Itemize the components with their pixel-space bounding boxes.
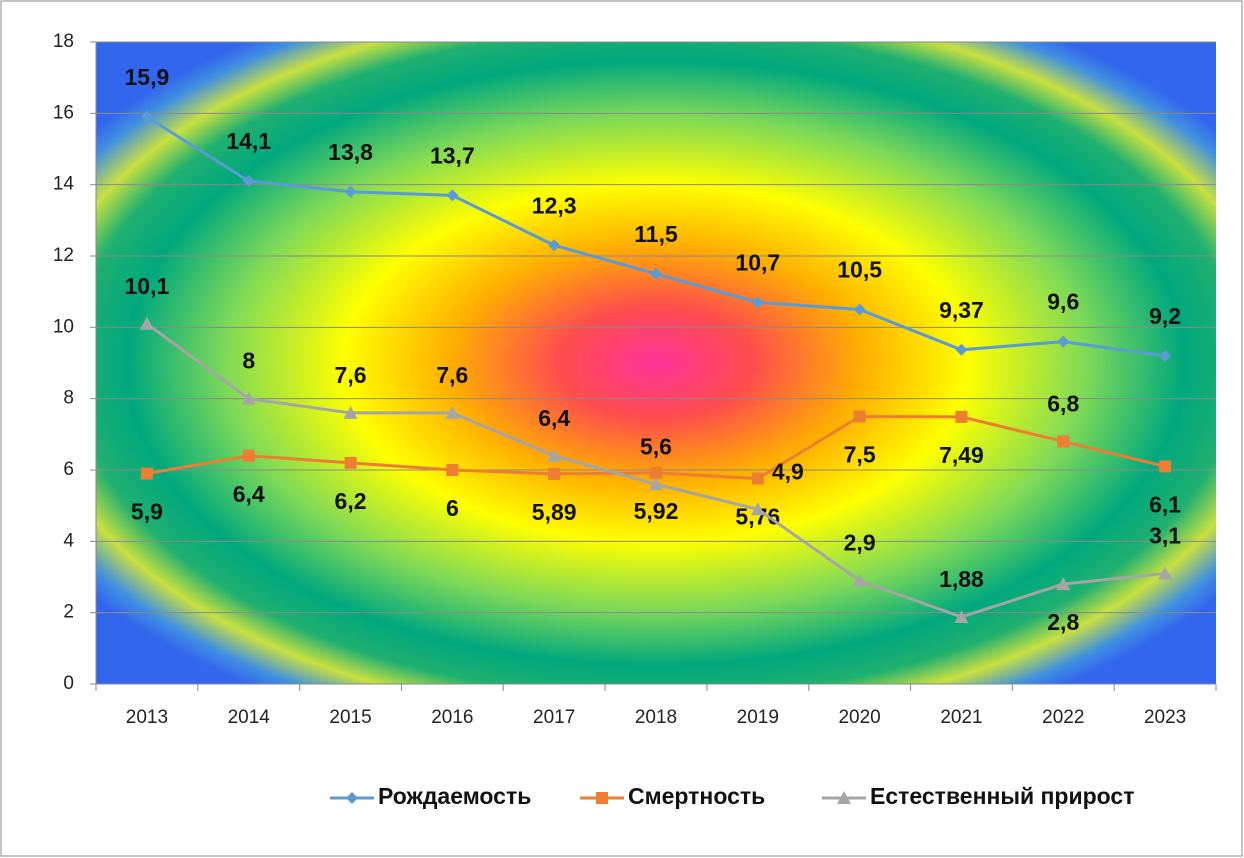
legend-label: Естественный прирост bbox=[870, 783, 1134, 809]
legend-marker bbox=[346, 792, 358, 804]
legend-label: Смертность bbox=[628, 783, 765, 809]
x-tick-label: 2015 bbox=[329, 707, 371, 728]
data-label: 2,8 bbox=[1047, 609, 1079, 635]
data-label: 12,3 bbox=[532, 192, 577, 218]
point-marker bbox=[650, 267, 662, 280]
point-marker bbox=[1057, 335, 1070, 348]
point-marker bbox=[547, 448, 562, 462]
data-label: 14,1 bbox=[226, 128, 271, 154]
point-marker bbox=[750, 502, 765, 516]
data-label: 8 bbox=[242, 348, 255, 374]
point-marker bbox=[548, 239, 561, 252]
data-label: 9,37 bbox=[939, 297, 984, 323]
point-marker bbox=[446, 464, 459, 476]
data-label: 13,7 bbox=[430, 142, 475, 168]
y-tick-label: 8 bbox=[63, 388, 74, 409]
legend-marker bbox=[596, 792, 608, 804]
y-tick-label: 14 bbox=[53, 174, 75, 195]
point-marker bbox=[649, 477, 663, 491]
legend-label: Рождаемость bbox=[378, 783, 531, 809]
y-tick-label: 16 bbox=[53, 102, 74, 123]
y-tick-label: 18 bbox=[53, 31, 74, 52]
data-label: 13,8 bbox=[328, 139, 373, 165]
data-label: 10,1 bbox=[125, 273, 170, 299]
data-label: 6,2 bbox=[335, 488, 367, 514]
point-marker bbox=[955, 343, 968, 356]
y-tick-label: 2 bbox=[63, 602, 74, 623]
y-tick-label: 10 bbox=[53, 316, 74, 337]
point-marker bbox=[1057, 435, 1070, 448]
x-tick-label: 2022 bbox=[1042, 707, 1084, 728]
point-marker bbox=[139, 316, 154, 330]
point-marker bbox=[1158, 566, 1173, 580]
data-label: 10,7 bbox=[735, 249, 780, 275]
data-label: 7,6 bbox=[335, 362, 367, 388]
data-label: 9,2 bbox=[1149, 303, 1181, 329]
data-label: 5,89 bbox=[532, 499, 577, 525]
x-tick-label: 2014 bbox=[228, 707, 271, 728]
plot-background bbox=[96, 42, 1216, 684]
data-label: 6,4 bbox=[233, 481, 265, 507]
point-marker bbox=[751, 472, 764, 485]
x-tick-label: 2023 bbox=[1144, 707, 1186, 728]
x-tick-label: 2016 bbox=[431, 707, 473, 728]
data-label: 6 bbox=[446, 495, 459, 521]
point-marker bbox=[853, 303, 866, 316]
y-tick-label: 4 bbox=[63, 530, 74, 551]
data-label: 5,6 bbox=[640, 433, 672, 459]
point-marker bbox=[852, 573, 867, 587]
point-marker bbox=[344, 456, 357, 469]
data-label: 2,9 bbox=[844, 530, 876, 556]
x-tick-label: 2021 bbox=[940, 707, 982, 728]
point-marker bbox=[242, 175, 255, 188]
x-tick-label: 2017 bbox=[533, 707, 575, 728]
data-label: 6,4 bbox=[538, 405, 570, 431]
y-tick-label: 0 bbox=[63, 673, 74, 694]
data-label: 6,8 bbox=[1047, 391, 1079, 417]
x-tick-label: 2019 bbox=[737, 707, 779, 728]
data-label: 10,5 bbox=[837, 257, 882, 283]
x-tick-label: 2013 bbox=[126, 707, 168, 728]
x-tick-label: 2018 bbox=[635, 707, 677, 728]
data-label: 5,92 bbox=[634, 498, 679, 524]
point-marker bbox=[650, 466, 662, 479]
point-marker bbox=[548, 467, 561, 480]
point-marker bbox=[1159, 460, 1172, 473]
point-marker bbox=[853, 410, 866, 423]
point-marker bbox=[343, 405, 358, 419]
point-marker bbox=[1159, 349, 1172, 362]
point-marker bbox=[751, 296, 764, 309]
point-marker bbox=[140, 110, 153, 123]
point-marker bbox=[1056, 577, 1071, 591]
y-tick-label: 6 bbox=[63, 459, 74, 480]
point-marker bbox=[344, 185, 357, 198]
data-label: 7,49 bbox=[939, 442, 984, 468]
data-label: 9,6 bbox=[1047, 289, 1079, 315]
y-tick-label: 12 bbox=[53, 245, 74, 266]
data-label: 4,9 bbox=[772, 458, 804, 484]
point-marker bbox=[242, 449, 255, 462]
legend-marker bbox=[837, 791, 851, 804]
data-label: 7,6 bbox=[436, 362, 468, 388]
data-label: 15,9 bbox=[125, 64, 170, 90]
data-label: 7,5 bbox=[844, 442, 876, 468]
data-label: 3,1 bbox=[1149, 523, 1181, 549]
data-label: 5,9 bbox=[131, 499, 163, 525]
point-marker bbox=[140, 467, 153, 480]
data-label: 11,5 bbox=[634, 221, 678, 247]
point-marker bbox=[954, 609, 969, 623]
data-label: 6,1 bbox=[1149, 492, 1181, 518]
point-marker bbox=[446, 189, 459, 202]
point-marker bbox=[445, 405, 460, 419]
data-label: 1,88 bbox=[939, 566, 984, 592]
x-tick-label: 2020 bbox=[838, 707, 880, 728]
point-marker bbox=[955, 410, 968, 423]
point-marker bbox=[241, 391, 256, 405]
